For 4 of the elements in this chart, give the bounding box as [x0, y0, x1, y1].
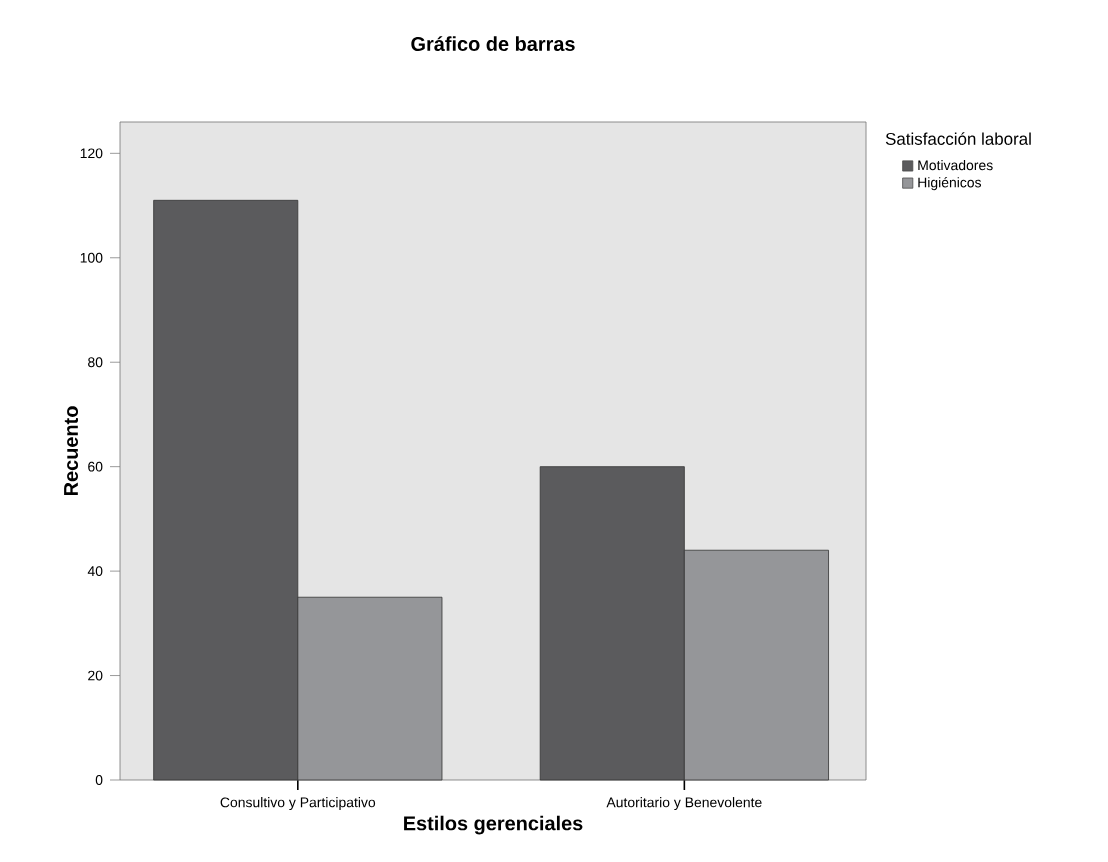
chart-title: Gráfico de barras — [411, 36, 575, 51]
x-axis-title: Estilos gerenciales — [404, 815, 583, 835]
y-axis-title: Recuento — [64, 406, 79, 496]
legend-title: Satisfacción laboral — [885, 132, 1031, 145]
